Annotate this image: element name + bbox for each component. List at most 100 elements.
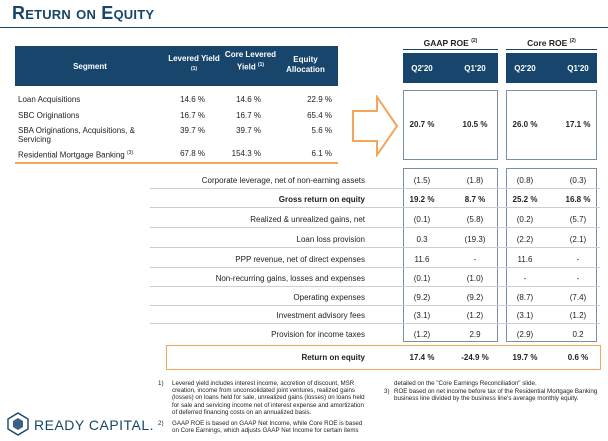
footnote-2-continued-text: detailed on the "Core Earnings Reconcili… — [394, 380, 537, 387]
equity-allocation-value: 22.9 % — [307, 95, 332, 104]
levered-yield-value: 14.6 % — [180, 95, 205, 104]
footnote-3: 3) ROE based on net income before tax of… — [384, 388, 604, 402]
footnote-2-number: 2) — [158, 420, 164, 427]
bridge-value: (9.2) — [413, 293, 431, 302]
bridge-value: (19.3) — [464, 235, 486, 244]
core-summary-box — [506, 90, 597, 160]
gaap-summary-box — [403, 90, 498, 160]
bridge-value: (0.3) — [569, 176, 587, 185]
bridge-label: Corporate leverage, net of non-earning a… — [201, 176, 365, 185]
row-divider — [150, 286, 600, 287]
footnote-2: 2) GAAP ROE is based on GAAP Net Income,… — [158, 420, 370, 434]
col-levered-label: Levered Yield — [168, 54, 220, 63]
col-core-label: Core Levered Yield — [224, 50, 277, 72]
core-levered-yield-value: 16.7 % — [236, 111, 261, 120]
bridge-value: (1.8) — [466, 176, 484, 185]
bridge-label: Provision for income taxes — [271, 330, 365, 339]
row-divider — [150, 323, 600, 324]
roe-summary-value: 26.0 % — [512, 120, 538, 129]
roe-col-header-gaap — [403, 53, 498, 83]
bridge-value: - — [576, 255, 580, 264]
bridge-label: Loan loss provision — [296, 235, 365, 244]
core-roe-footnote: (2) — [569, 38, 576, 45]
row-divider — [150, 227, 600, 228]
final-roe-value: 17.4 % — [409, 353, 435, 362]
roe-summary-value: 17.1 % — [565, 120, 591, 129]
bridge-value: (1.2) — [413, 330, 431, 339]
col-segment: Segment — [73, 62, 107, 71]
footnote-1: 1) Levered yield includes interest incom… — [158, 380, 370, 416]
bridge-value: - — [576, 274, 580, 283]
equity-allocation-value: 5.6 % — [311, 126, 332, 135]
bridge-label: PPP revenue, net of direct expenses — [235, 255, 365, 264]
core-levered-yield-value: 14.6 % — [236, 95, 261, 104]
bridge-value: (9.2) — [466, 293, 484, 302]
bridge-value: - — [473, 255, 477, 264]
equity-allocation-value: 65.4 % — [307, 111, 332, 120]
gaap-roe-footnote: (2) — [471, 38, 478, 45]
footnote-2-text: GAAP ROE is based on GAAP Net Income, wh… — [172, 420, 363, 435]
bridge-value: 0.2 — [572, 330, 584, 339]
ready-capital-logo-text: READY CAPITAL. — [34, 417, 155, 433]
final-roe-value: 0.6 % — [567, 353, 589, 362]
col-core: Core Levered Yield (1) — [223, 50, 278, 73]
arrow-right-icon — [352, 95, 399, 157]
col-alloc: Equity Allocation — [286, 55, 325, 74]
levered-yield-value: 16.7 % — [180, 111, 205, 120]
bridge-value: (1.2) — [569, 311, 587, 320]
bridge-value: (1.2) — [466, 311, 484, 320]
levered-yield-value: 39.7 % — [180, 126, 205, 135]
bridge-value: (1.5) — [413, 176, 431, 185]
roe-column-label: Q1'20 — [464, 64, 486, 73]
roe-col-header-core — [506, 53, 597, 83]
row-divider — [150, 207, 600, 208]
bridge-value: (5.7) — [569, 215, 587, 224]
core-levered-yield-value: 39.7 % — [236, 126, 261, 135]
core-roe-header: Core ROE (2) — [506, 36, 597, 50]
title-rule — [0, 27, 608, 28]
final-roe-label: Return on equity — [301, 353, 365, 362]
footnote-3-text: ROE based on net income before tax of th… — [394, 388, 598, 403]
final-roe-value: 19.7 % — [512, 353, 538, 362]
page-title: Return on Equity — [12, 3, 155, 23]
roe-summary-value: 10.5 % — [462, 120, 488, 129]
segment-table-header: Segment Levered Yield (1) Core Levered Y… — [15, 46, 338, 86]
bridge-value: 8.7 % — [464, 195, 486, 204]
bridge-value: (2.9) — [516, 330, 534, 339]
bridge-value: (0.1) — [413, 274, 431, 283]
bridge-label: Gross return on equity — [278, 195, 365, 204]
core-levered-yield-value: 154.3 % — [231, 149, 261, 158]
roe-column-label: Q1'20 — [567, 64, 589, 73]
bridge-value: - — [523, 274, 527, 283]
bridge-value: 0.3 — [416, 235, 428, 244]
equity-allocation-value: 6.1 % — [311, 149, 332, 158]
col-levered-footnote: (1) — [190, 66, 198, 72]
bridge-label: Realized & unrealized gains, net — [250, 215, 365, 224]
bridge-label: Non-recurring gains, losses and expenses — [215, 274, 365, 283]
footnote-1-text: Levered yield includes interest income, … — [172, 380, 365, 416]
roe-summary-value: 20.7 % — [409, 120, 435, 129]
col-core-footnote: (1) — [257, 62, 265, 68]
footnote-1-number: 1) — [158, 380, 164, 387]
bridge-value: 16.8 % — [565, 195, 591, 204]
bridge-value: 11.6 — [517, 255, 533, 264]
core-roe-label: Core ROE (2) — [506, 38, 597, 48]
segment-name: Loan Acquisitions — [18, 95, 81, 104]
segment-underline — [15, 162, 338, 164]
segment-name: SBA Originations, Acquisitions, & Servic… — [18, 126, 135, 144]
bridge-value: 25.2 % — [512, 195, 538, 204]
gaap-roe-text: GAAP ROE — [423, 38, 469, 48]
core-roe-text: Core ROE — [527, 38, 568, 48]
bridge-value: (5.8) — [466, 215, 484, 224]
bridge-value: (3.1) — [516, 311, 534, 320]
segment-footnote: (3) — [126, 150, 134, 156]
bridge-value: 11.6 — [414, 255, 430, 264]
bridge-value: (0.8) — [516, 176, 534, 185]
bridge-value: (0.1) — [413, 215, 431, 224]
bridge-value: 2.9 — [469, 330, 481, 339]
col-levered: Levered Yield (1) — [165, 54, 223, 77]
gaap-roe-label: GAAP ROE (2) — [403, 38, 498, 48]
bridge-label: Investment advisory fees — [276, 311, 365, 320]
levered-yield-value: 67.8 % — [180, 149, 205, 158]
gaap-bridge-box — [403, 168, 498, 342]
